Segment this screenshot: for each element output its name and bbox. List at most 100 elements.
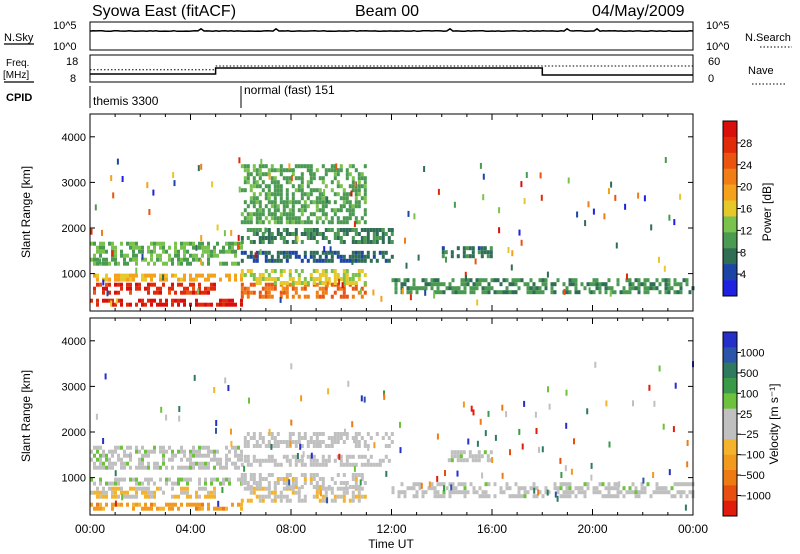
data-cell xyxy=(372,240,376,244)
data-cell xyxy=(270,180,274,185)
data-cell xyxy=(345,232,349,236)
data-cell xyxy=(279,188,283,193)
data-cell xyxy=(132,253,135,258)
data-cell xyxy=(306,444,310,448)
data-cell xyxy=(404,237,406,244)
data-cell xyxy=(246,228,250,232)
data-cell xyxy=(354,188,358,193)
data-cell xyxy=(282,212,286,217)
data-cell xyxy=(342,254,346,259)
data-cell xyxy=(219,249,222,254)
data-cell xyxy=(342,490,346,495)
data-cell xyxy=(141,486,144,491)
x-tick-label: 20:00 xyxy=(577,522,607,536)
data-cell xyxy=(661,278,665,283)
data-cell xyxy=(607,494,611,499)
colorbar-swatch xyxy=(723,200,737,217)
data-cell xyxy=(279,296,282,303)
data-cell xyxy=(496,278,500,283)
data-cell xyxy=(363,180,367,185)
data-cell xyxy=(189,290,192,295)
data-cell xyxy=(174,502,177,507)
data-cell xyxy=(138,249,141,254)
data-cell xyxy=(249,188,253,193)
data-cell xyxy=(613,486,617,491)
data-cell xyxy=(99,502,102,507)
data-cell xyxy=(321,236,325,240)
data-cell xyxy=(99,445,102,450)
data-cell xyxy=(207,273,210,278)
data-cell xyxy=(682,482,686,487)
data-cell xyxy=(189,457,192,462)
data-cell xyxy=(378,462,382,467)
data-cell xyxy=(219,481,222,486)
data-cell xyxy=(336,432,340,436)
data-cell xyxy=(204,249,207,254)
data-cell xyxy=(372,289,375,296)
data-cell xyxy=(126,494,129,499)
data-cell xyxy=(478,494,482,499)
data-cell xyxy=(159,449,162,454)
data-cell xyxy=(463,490,467,495)
data-cell xyxy=(490,278,494,283)
data-cell xyxy=(294,485,298,489)
data-cell xyxy=(183,273,186,278)
data-cell xyxy=(294,176,298,181)
data-cell xyxy=(588,287,591,294)
data-cell xyxy=(559,457,562,464)
data-cell xyxy=(231,249,234,254)
data-cell xyxy=(353,221,356,228)
data-cell xyxy=(345,454,349,459)
data-cell xyxy=(288,216,292,221)
data-cell xyxy=(252,228,256,232)
data-cell xyxy=(511,290,515,295)
data-cell xyxy=(291,208,295,213)
data-cell xyxy=(198,245,201,250)
data-cell xyxy=(288,180,292,185)
data-cell xyxy=(285,477,289,481)
data-cell xyxy=(478,486,482,491)
data-cell xyxy=(324,204,328,209)
data-cell xyxy=(315,294,319,299)
data-cell xyxy=(261,494,265,499)
data-cell xyxy=(114,253,117,258)
data-cell xyxy=(219,261,222,266)
data-cell xyxy=(246,444,250,448)
data-cell xyxy=(144,286,147,291)
data-cell xyxy=(315,216,319,221)
data-cell xyxy=(312,172,316,177)
data-cell xyxy=(363,462,367,467)
data-cell xyxy=(294,286,298,291)
data-cell xyxy=(456,254,460,259)
data-cell xyxy=(309,200,313,205)
data-cell xyxy=(525,172,528,178)
data-cell xyxy=(541,494,545,499)
data-cell xyxy=(168,253,171,258)
data-cell xyxy=(318,462,322,467)
data-cell xyxy=(321,477,325,481)
data-cell xyxy=(607,286,611,291)
data-cell xyxy=(186,477,189,482)
data-cell xyxy=(261,232,265,236)
data-cell xyxy=(93,445,96,450)
data-cell xyxy=(436,494,440,499)
data-cell xyxy=(195,506,198,511)
data-cell xyxy=(105,257,108,262)
data-cell xyxy=(327,228,331,232)
data-cell xyxy=(436,290,440,295)
data-cell xyxy=(650,224,653,231)
data-cell xyxy=(270,490,274,495)
data-cell xyxy=(126,282,129,287)
data-cell xyxy=(111,241,114,246)
data-cell xyxy=(312,250,316,255)
data-cell xyxy=(243,200,247,205)
data-cell xyxy=(177,477,180,482)
data-cell xyxy=(303,294,307,299)
data-cell xyxy=(240,294,244,299)
data-cell xyxy=(327,168,331,173)
data-cell xyxy=(348,485,352,489)
data-cell xyxy=(261,220,265,225)
data-cell xyxy=(589,282,593,287)
data-cell xyxy=(294,481,298,485)
data-cell xyxy=(252,290,256,295)
